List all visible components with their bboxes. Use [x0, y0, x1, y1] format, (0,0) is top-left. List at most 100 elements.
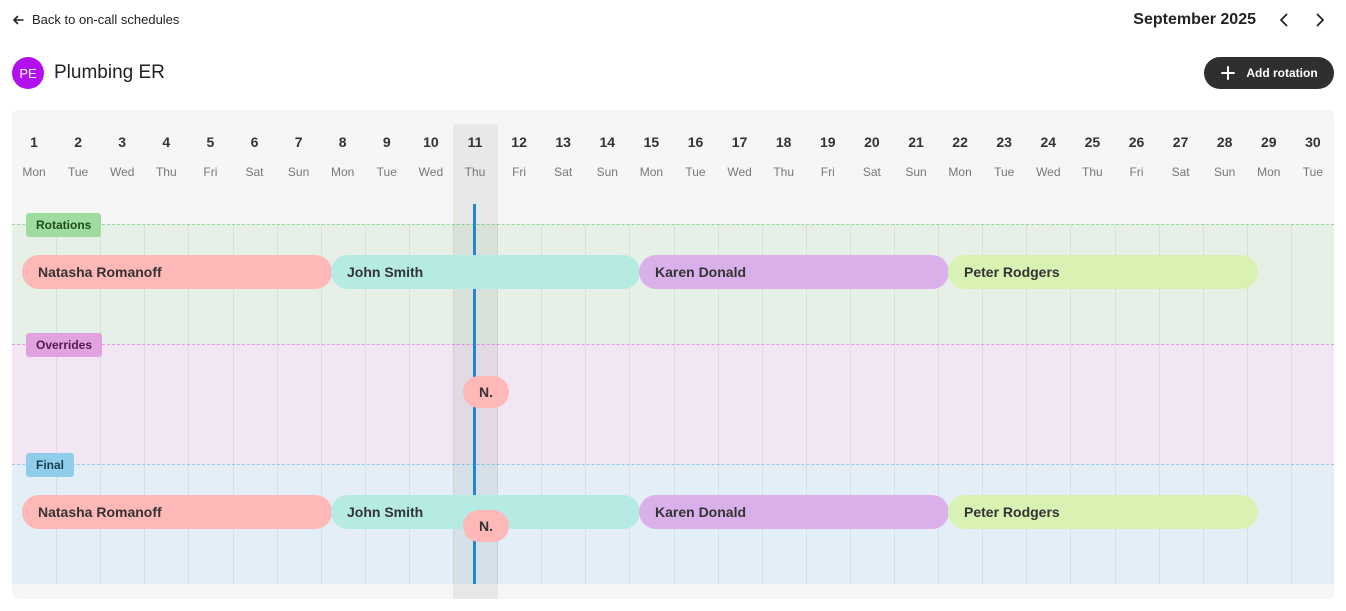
day-name: Sun [287, 165, 310, 179]
day-header: 23 Tue [982, 134, 1026, 179]
day-name: Tue [685, 165, 706, 179]
add-rotation-button[interactable]: Add rotation [1204, 57, 1334, 89]
final-override-chip[interactable]: N. [463, 510, 509, 542]
day-name: Wed [727, 165, 752, 179]
day-number: 26 [1128, 134, 1145, 150]
day-header: 26 Fri [1115, 134, 1159, 179]
rotation-shift-bar[interactable]: Karen Donald [639, 255, 949, 289]
day-header: 12 Fri [497, 134, 541, 179]
schedule-avatar: PE [12, 57, 44, 89]
add-rotation-label: Add rotation [1246, 66, 1318, 80]
day-gridline [849, 224, 851, 584]
overrides-lane [12, 344, 1334, 464]
day-header: 14 Sun [585, 134, 629, 179]
day-header: 9 Tue [365, 134, 409, 179]
day-number: 10 [423, 134, 439, 150]
day-name: Mon [1257, 165, 1281, 179]
day-name: Wed [1036, 165, 1061, 179]
day-name: Tue [376, 165, 397, 179]
day-header: 4 Thu [144, 134, 188, 179]
day-gridline [453, 224, 454, 584]
day-header: 28 Sun [1203, 134, 1247, 179]
day-header: 8 Mon [321, 134, 365, 179]
day-gridline [408, 224, 410, 584]
day-number: 4 [162, 134, 171, 150]
day-number: 27 [1172, 134, 1189, 150]
day-number: 19 [820, 134, 836, 150]
day-name: Thu [155, 165, 177, 179]
day-name: Sat [1171, 165, 1190, 179]
day-header: 5 Fri [188, 134, 232, 179]
day-name: Thu [773, 165, 795, 179]
day-gridline [761, 224, 763, 584]
overrides-section-label: Overrides [26, 333, 103, 357]
day-name: Fri [203, 165, 218, 179]
day-gridline [188, 224, 190, 584]
arrow-left-icon [13, 15, 24, 24]
day-gridline [1070, 224, 1072, 584]
day-gridline [1290, 224, 1292, 584]
day-gridline [144, 224, 146, 584]
day-number: 25 [1084, 134, 1101, 150]
day-name: Sun [1214, 165, 1236, 179]
schedule-title: Plumbing ER [54, 62, 165, 83]
day-gridline [541, 224, 543, 584]
day-number: 5 [206, 134, 215, 150]
back-to-schedules-link[interactable]: Back to on-call schedules [12, 12, 179, 27]
day-gridline [938, 224, 940, 584]
final-shift-bar[interactable]: Natasha Romanoff [22, 495, 332, 529]
day-header: 1 Mon [12, 134, 56, 179]
day-number: 21 [908, 134, 924, 150]
day-gridline [232, 224, 234, 584]
rotations-section-label: Rotations [26, 213, 102, 237]
day-header: 19 Fri [806, 134, 850, 179]
day-name: Mon [22, 165, 46, 179]
day-gridline [364, 224, 366, 584]
final-shift-bar[interactable]: Peter Rodgers [948, 495, 1258, 529]
day-gridline [894, 224, 895, 584]
day-number: 12 [511, 134, 527, 150]
override-shift-chip[interactable]: N. [463, 376, 509, 408]
previous-month-button[interactable] [1272, 8, 1296, 32]
day-header: 13 Sat [541, 134, 585, 179]
day-gridline [982, 224, 984, 584]
day-name: Sun [905, 165, 927, 179]
day-header: 30 Tue [1291, 134, 1334, 179]
day-gridline [1026, 224, 1028, 584]
day-header: 7 Sun [277, 134, 321, 179]
schedule-calendar: 1 Mon 2 Tue 3 Wed 4 Thu 5 Fri 6 Sat 7 Sun 8 Mon 9 Tue 10 We… [12, 110, 1334, 599]
day-number: 30 [1305, 134, 1321, 150]
day-number: 8 [338, 134, 347, 150]
day-number: 18 [775, 134, 792, 150]
day-name: Tue [67, 165, 89, 179]
day-header: 27 Sat [1159, 134, 1203, 179]
next-month-button[interactable] [1308, 8, 1332, 32]
day-number: 28 [1216, 134, 1233, 150]
day-header: 20 Sat [850, 134, 894, 179]
day-header: 29 Mon [1247, 134, 1291, 179]
day-header: 18 Thu [762, 134, 806, 179]
day-gridline [56, 224, 58, 584]
month-title: September 2025 [1133, 11, 1256, 28]
final-section-label: Final [26, 453, 75, 477]
day-header: 2 Tue [56, 134, 100, 179]
day-name: Thu [1082, 165, 1103, 179]
day-gridline [276, 224, 278, 584]
day-number: 9 [382, 134, 391, 150]
day-name: Tue [1302, 165, 1323, 179]
day-name: Fri [1129, 165, 1144, 179]
rotation-shift-bar[interactable]: John Smith [331, 255, 640, 289]
rotation-shift-bar[interactable]: Peter Rodgers [948, 255, 1258, 289]
month-navigation: September 2025 [1133, 8, 1332, 32]
day-header: 16 Tue [674, 134, 718, 179]
day-number: 7 [294, 134, 303, 150]
final-shift-bar[interactable]: Karen Donald [639, 495, 949, 529]
day-name: Mon [331, 165, 355, 179]
day-gridline [585, 224, 587, 584]
day-gridline [629, 224, 631, 584]
rotation-shift-bar[interactable]: Natasha Romanoff [22, 255, 332, 289]
back-link-label: Back to on-call schedules [32, 12, 180, 27]
chevron-left-icon [1280, 13, 1288, 27]
day-header: 11 Thu [453, 134, 497, 179]
day-gridline [100, 224, 102, 584]
